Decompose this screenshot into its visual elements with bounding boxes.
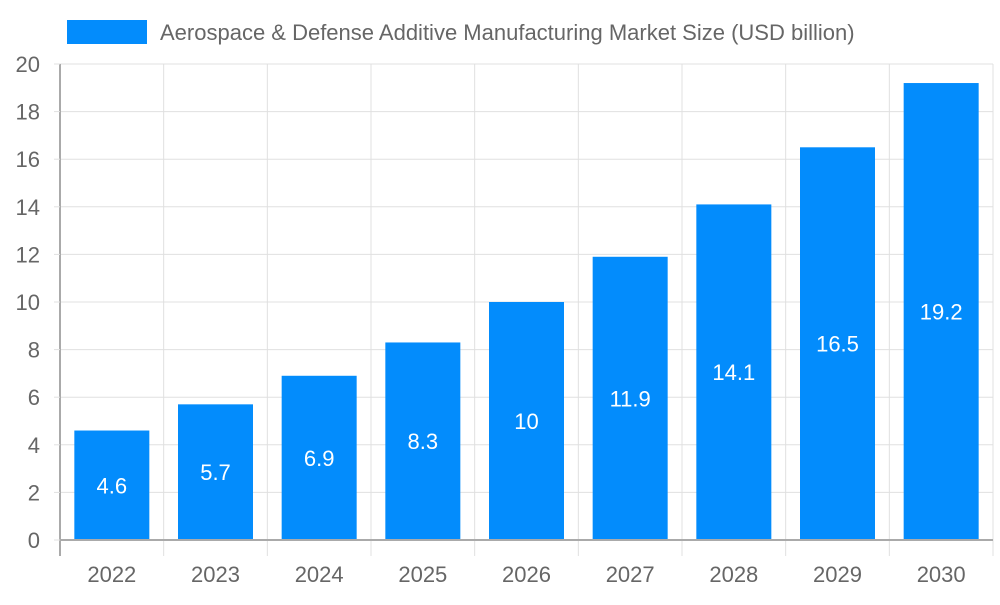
y-tick-label: 8	[28, 338, 40, 363]
y-tick-label: 12	[16, 242, 40, 267]
y-tick-label: 16	[16, 147, 40, 172]
x-tick-label: 2029	[813, 562, 862, 587]
data-label: 8.3	[408, 429, 439, 454]
bar	[178, 404, 253, 540]
y-tick-label: 0	[28, 528, 40, 553]
x-tick-label: 2022	[87, 562, 136, 587]
data-label: 16.5	[816, 332, 859, 357]
y-tick-label: 14	[16, 195, 40, 220]
data-label: 19.2	[920, 300, 963, 325]
axes: 0 2 4 6 8 10 12 14 16 18 20 2022 2023 2024 2025 2026 202…	[16, 52, 993, 587]
x-tick-label: 2025	[398, 562, 447, 587]
y-tick-label: 4	[28, 433, 40, 458]
data-labels: 4.6 5.7 6.9 8.3 10 11.9 14.1 16.5 19.2	[97, 300, 963, 499]
y-tick-label: 20	[16, 52, 40, 77]
bar	[74, 430, 150, 540]
x-tick-label: 2024	[295, 562, 344, 587]
y-tick-label: 18	[16, 100, 40, 125]
data-label: 5.7	[200, 460, 231, 485]
bar	[385, 342, 461, 540]
x-tick-label: 2023	[191, 562, 240, 587]
x-tick-label: 2028	[709, 562, 758, 587]
data-label: 4.6	[97, 473, 128, 498]
x-tick-label: 2026	[502, 562, 551, 587]
legend-label: Aerospace & Defense Additive Manufacturi…	[160, 20, 855, 45]
x-tick-label: 2027	[606, 562, 655, 587]
data-label: 14.1	[712, 360, 755, 385]
y-tick-label: 10	[16, 290, 40, 315]
bar	[281, 375, 357, 540]
bars	[74, 83, 979, 541]
bar	[800, 147, 875, 541]
y-tick-label: 2	[28, 480, 40, 505]
bar	[592, 256, 668, 540]
data-label: 10	[514, 409, 538, 434]
bar	[489, 302, 564, 540]
x-tick-label: 2030	[917, 562, 966, 587]
bar	[903, 83, 979, 540]
bar	[696, 204, 772, 541]
legend[interactable]: Aerospace & Defense Additive Manufacturi…	[67, 20, 855, 45]
legend-swatch	[67, 20, 147, 44]
data-label: 6.9	[304, 446, 335, 471]
data-label: 11.9	[610, 386, 651, 411]
y-tick-label: 6	[28, 385, 40, 410]
